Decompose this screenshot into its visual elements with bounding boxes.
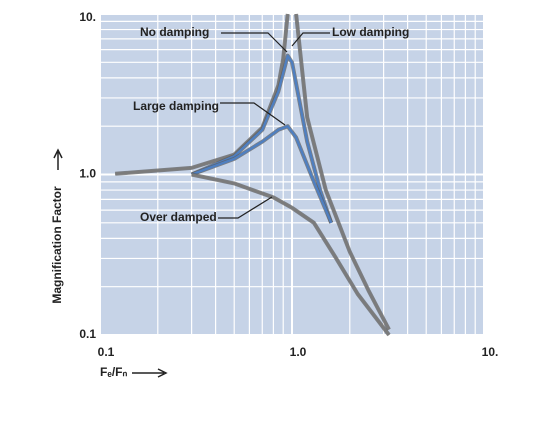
x-arrow (132, 368, 168, 378)
curve (191, 173, 390, 336)
annotation: No damping (140, 25, 209, 39)
x-tick-label: 10. (482, 345, 499, 359)
leader-line (220, 102, 286, 126)
leader-line (218, 196, 273, 219)
annotation: Low damping (332, 25, 409, 39)
y-tick-label: 0.1 (79, 327, 96, 341)
y-axis-label: Magnification Factor (50, 186, 64, 304)
curve (191, 54, 333, 224)
x-tick-label: 1.0 (290, 345, 307, 359)
leader-line (221, 32, 288, 53)
curve (191, 125, 333, 224)
x-tick-label: 0.1 (98, 345, 115, 359)
annotation: Over damped (140, 210, 217, 224)
annotation: Large damping (133, 99, 219, 113)
leader-line (291, 32, 330, 47)
y-tick-label: 1.0 (79, 167, 96, 181)
x-axis-label: Fₑ/Fₙ (100, 365, 128, 379)
y-tick-label: 10. (79, 10, 96, 24)
y-arrow (53, 148, 63, 170)
